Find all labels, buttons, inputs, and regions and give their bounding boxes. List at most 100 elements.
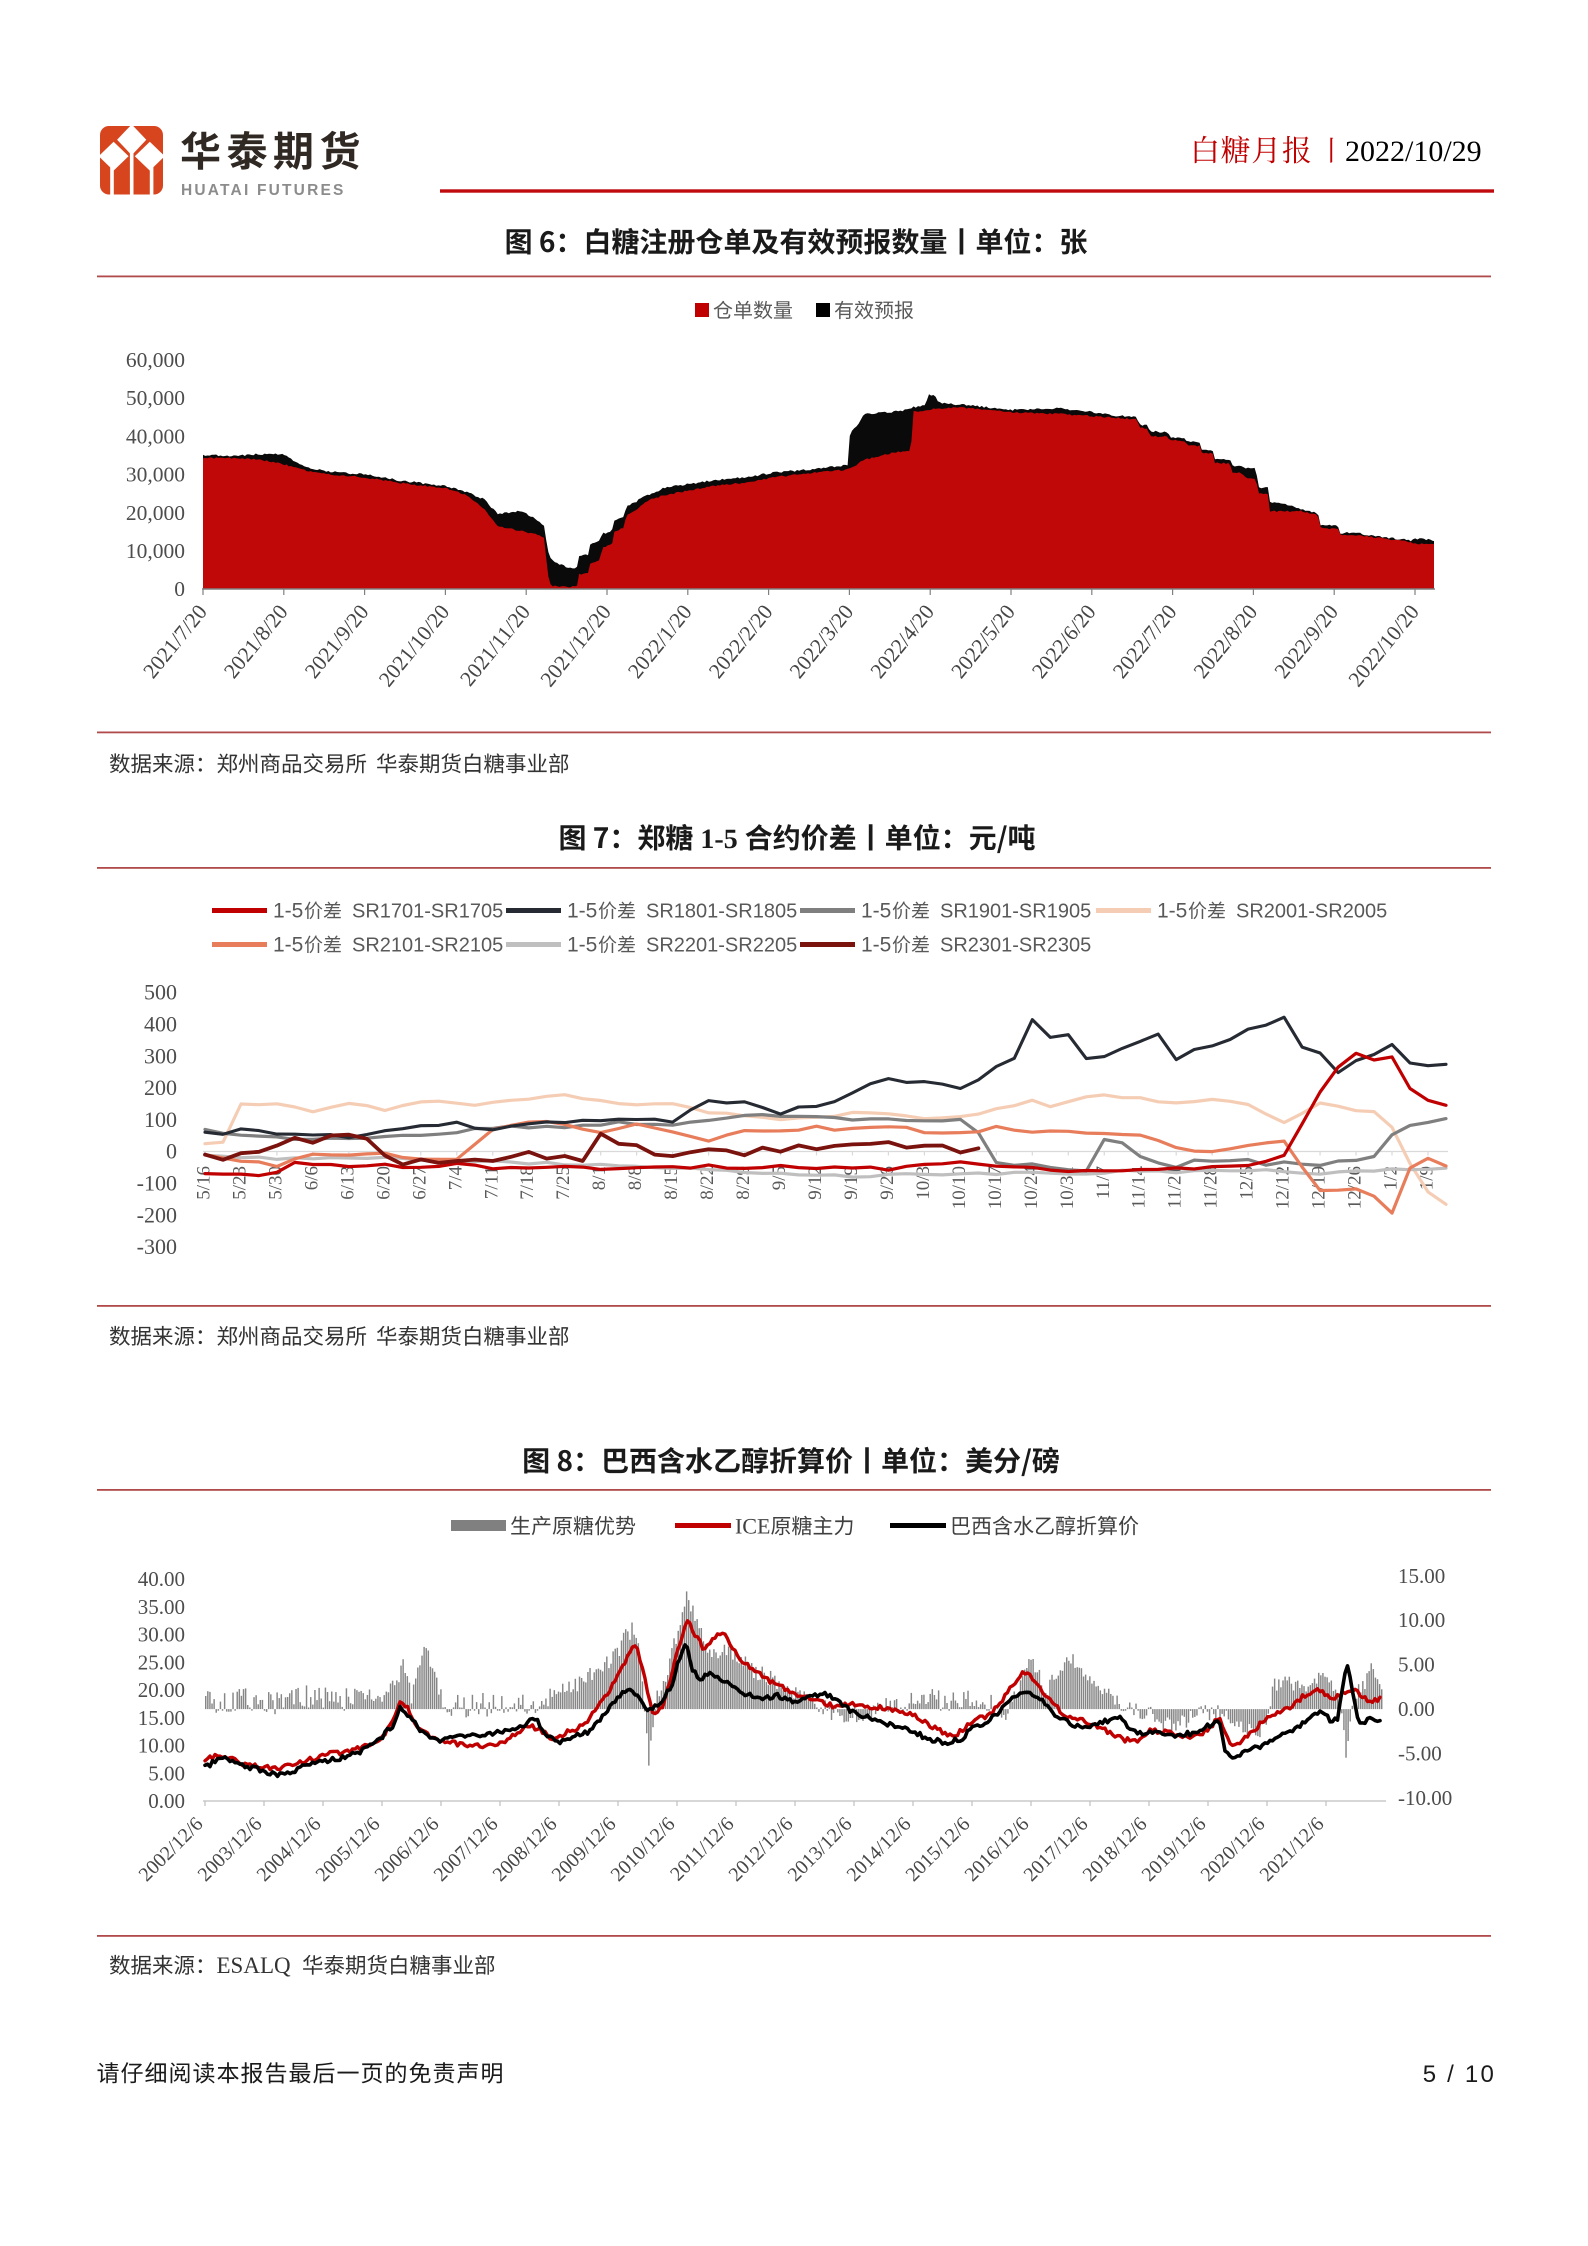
svg-text:SR2001-SR2005: SR2001-SR2005 (1236, 901, 1387, 923)
svg-text:0.00: 0.00 (148, 1789, 185, 1813)
svg-text:7/4: 7/4 (445, 1166, 466, 1191)
svg-text:2010/12/6: 2010/12/6 (607, 1813, 680, 1886)
svg-text:2016/12/6: 2016/12/6 (961, 1813, 1034, 1886)
svg-text:2009/12/6: 2009/12/6 (548, 1813, 621, 1886)
svg-text:SR2301-SR2305: SR2301-SR2305 (940, 935, 1091, 957)
svg-text:2022/9/20: 2022/9/20 (1270, 600, 1344, 683)
svg-text:2022/2/20: 2022/2/20 (704, 600, 778, 683)
svg-text:2013/12/6: 2013/12/6 (784, 1813, 857, 1886)
svg-text:10.00: 10.00 (1398, 1608, 1445, 1632)
svg-text:1-5: 1-5 (273, 900, 303, 923)
svg-text:6/13: 6/13 (337, 1166, 358, 1200)
svg-text:35.00: 35.00 (138, 1595, 185, 1619)
svg-text:5/16: 5/16 (194, 1166, 215, 1200)
svg-text:5/23: 5/23 (229, 1166, 250, 1200)
svg-text:SR2101-SR2105: SR2101-SR2105 (352, 935, 503, 957)
svg-text:-300: -300 (137, 1234, 177, 1259)
svg-text:2014/12/6: 2014/12/6 (843, 1813, 916, 1886)
svg-text:100: 100 (144, 1107, 177, 1132)
svg-text:2022/10/20: 2022/10/20 (1344, 600, 1424, 691)
svg-text:10/17: 10/17 (985, 1166, 1006, 1209)
svg-text:15.00: 15.00 (1398, 1564, 1445, 1588)
svg-text:SR1701-SR1705: SR1701-SR1705 (352, 901, 503, 923)
svg-text:2008/12/6: 2008/12/6 (489, 1813, 562, 1886)
svg-text:30.00: 30.00 (138, 1623, 185, 1647)
svg-text:9/19: 9/19 (841, 1166, 862, 1200)
svg-text:6/20: 6/20 (373, 1166, 394, 1200)
svg-text:200: 200 (144, 1075, 177, 1100)
svg-text:8/1: 8/1 (589, 1166, 610, 1190)
svg-text:10.00: 10.00 (138, 1734, 185, 1758)
svg-text:300: 300 (144, 1043, 177, 1068)
svg-text:2021/9/20: 2021/9/20 (300, 600, 374, 683)
svg-text:2022/7/20: 2022/7/20 (1108, 600, 1182, 683)
svg-text:-10.00: -10.00 (1398, 1786, 1452, 1810)
svg-text:25.00: 25.00 (138, 1650, 185, 1674)
svg-text:2021/12/6: 2021/12/6 (1256, 1813, 1329, 1886)
svg-text:2007/12/6: 2007/12/6 (430, 1813, 503, 1886)
svg-text:ESALQ: ESALQ (217, 1953, 292, 1978)
svg-text:2022/8/20: 2022/8/20 (1189, 600, 1263, 683)
svg-text:1-5: 1-5 (273, 934, 303, 957)
svg-text:400: 400 (144, 1012, 177, 1037)
svg-text:1-5: 1-5 (861, 934, 891, 957)
svg-text:2021/11/20: 2021/11/20 (455, 600, 535, 691)
svg-text:2002/12/6: 2002/12/6 (135, 1813, 208, 1886)
svg-text:2022/6/20: 2022/6/20 (1027, 600, 1101, 683)
svg-text:10,000: 10,000 (126, 539, 185, 563)
svg-text:8/8: 8/8 (625, 1166, 646, 1190)
svg-text:-200: -200 (137, 1202, 177, 1227)
svg-text:2005/12/6: 2005/12/6 (312, 1813, 385, 1886)
svg-text:5 / 10: 5 / 10 (1423, 2061, 1496, 2088)
svg-text:1-5: 1-5 (861, 900, 891, 923)
svg-text:2004/12/6: 2004/12/6 (253, 1813, 326, 1886)
svg-text:2017/12/6: 2017/12/6 (1020, 1813, 1093, 1886)
svg-text:SR2201-SR2205: SR2201-SR2205 (646, 935, 797, 957)
svg-text:20,000: 20,000 (126, 501, 185, 525)
svg-text:2006/12/6: 2006/12/6 (371, 1813, 444, 1886)
svg-text:2022/5/20: 2022/5/20 (946, 600, 1020, 683)
svg-text:6/6: 6/6 (301, 1166, 322, 1190)
svg-text:500: 500 (144, 980, 177, 1005)
svg-text:10/24: 10/24 (1021, 1166, 1042, 1210)
svg-text:8/29: 8/29 (733, 1166, 754, 1200)
svg-text:6/27: 6/27 (409, 1166, 430, 1200)
svg-text:0.00: 0.00 (1398, 1697, 1435, 1721)
svg-text:2022/4/20: 2022/4/20 (866, 600, 940, 683)
svg-text:5.00: 5.00 (148, 1761, 185, 1785)
svg-text:11/14: 11/14 (1129, 1166, 1150, 1209)
svg-text:2003/12/6: 2003/12/6 (194, 1813, 267, 1886)
svg-text:2022/1/20: 2022/1/20 (623, 600, 697, 683)
svg-text:1-5: 1-5 (1157, 900, 1187, 923)
svg-text:30,000: 30,000 (126, 463, 185, 487)
svg-text:5.00: 5.00 (1398, 1653, 1435, 1677)
svg-text:2018/12/6: 2018/12/6 (1079, 1813, 1152, 1886)
svg-text:15.00: 15.00 (138, 1706, 185, 1730)
svg-text:7/18: 7/18 (517, 1166, 538, 1200)
svg-text:12/12: 12/12 (1273, 1166, 1294, 1209)
svg-text:12/5: 12/5 (1237, 1166, 1258, 1200)
svg-text:SR1901-SR1905: SR1901-SR1905 (940, 901, 1091, 923)
svg-text:2015/12/6: 2015/12/6 (902, 1813, 975, 1886)
svg-text:60,000: 60,000 (126, 348, 185, 372)
svg-text:2021/8/20: 2021/8/20 (219, 600, 293, 683)
svg-text:11/21: 11/21 (1165, 1166, 1186, 1209)
svg-text:8/15: 8/15 (661, 1166, 682, 1200)
svg-text:2021/12/20: 2021/12/20 (536, 600, 616, 691)
svg-text:2020/12/6: 2020/12/6 (1197, 1813, 1270, 1886)
svg-text:1/2: 1/2 (1381, 1166, 1402, 1190)
svg-text:10/10: 10/10 (949, 1166, 970, 1209)
svg-text:8/22: 8/22 (697, 1166, 718, 1200)
svg-text:10/3: 10/3 (913, 1166, 934, 1200)
svg-text:40,000: 40,000 (126, 424, 185, 448)
svg-text:7/11: 7/11 (481, 1166, 502, 1199)
svg-text:HUATAI FUTURES: HUATAI FUTURES (181, 182, 346, 199)
svg-text:9/5: 9/5 (769, 1166, 790, 1190)
svg-text:2012/12/6: 2012/12/6 (725, 1813, 798, 1886)
svg-text:10/31: 10/31 (1057, 1166, 1078, 1209)
svg-text:20.00: 20.00 (138, 1678, 185, 1702)
svg-text:2021/7/20: 2021/7/20 (138, 600, 212, 683)
svg-text:SR1801-SR1805: SR1801-SR1805 (646, 901, 797, 923)
svg-text:2022/10/29: 2022/10/29 (1345, 135, 1482, 168)
svg-text:1-5: 1-5 (567, 900, 597, 923)
